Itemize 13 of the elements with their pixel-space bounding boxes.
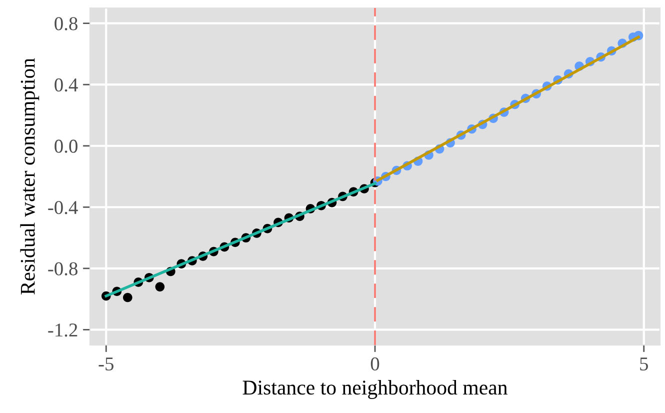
- point: [122, 292, 132, 302]
- x-axis-title: Distance to neighborhood mean: [242, 380, 508, 399]
- y-tick-label: -1.2: [48, 324, 78, 337]
- y-tick-label: 0.8: [54, 17, 78, 30]
- y-tick-label: 0.0: [54, 140, 78, 153]
- x-tick-label: -5: [98, 358, 114, 370]
- point: [155, 282, 165, 292]
- y-tick-label: -0.8: [48, 262, 78, 276]
- x-tick-label: 5: [640, 358, 648, 370]
- y-tick-label: 0.4: [54, 78, 78, 92]
- y-tick-label: -0.4: [48, 200, 78, 214]
- y-axis-title: Residual water consumption: [20, 58, 40, 295]
- x-tick-label: 0: [370, 357, 380, 370]
